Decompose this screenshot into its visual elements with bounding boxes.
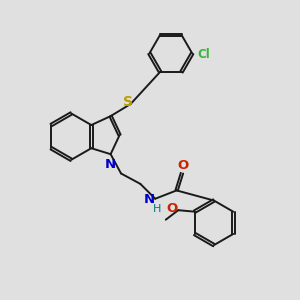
Text: O: O bbox=[167, 202, 178, 215]
Text: H: H bbox=[152, 204, 161, 214]
Text: O: O bbox=[178, 159, 189, 172]
Text: Cl: Cl bbox=[198, 48, 210, 62]
Text: N: N bbox=[143, 193, 155, 206]
Text: S: S bbox=[123, 94, 133, 109]
Text: N: N bbox=[105, 158, 116, 171]
